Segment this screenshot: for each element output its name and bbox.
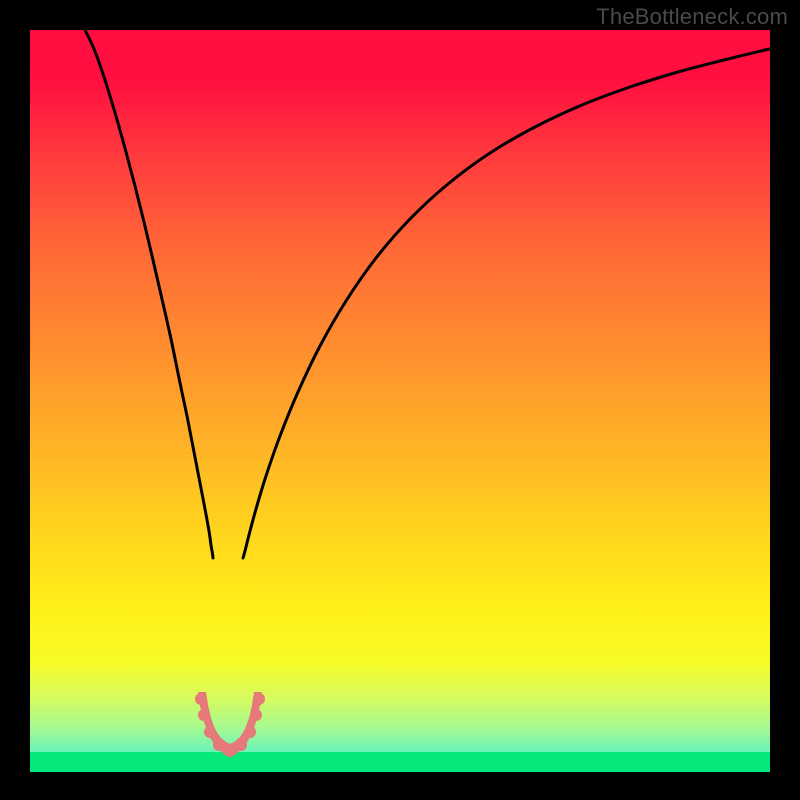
salmon-bead-2 xyxy=(204,726,216,738)
salmon-bead-5 xyxy=(235,739,247,751)
bottleneck-chart xyxy=(0,0,800,800)
salmon-bead-0 xyxy=(195,693,207,705)
salmon-bead-6 xyxy=(244,726,256,738)
salmon-bead-4 xyxy=(224,745,236,757)
plot-background xyxy=(30,30,770,772)
salmon-bead-7 xyxy=(250,709,262,721)
bottom-band xyxy=(30,752,770,772)
salmon-bead-8 xyxy=(253,693,265,705)
salmon-bead-3 xyxy=(213,739,225,751)
watermark-text: TheBottleneck.com xyxy=(596,4,788,30)
chart-container: TheBottleneck.com xyxy=(0,0,800,800)
salmon-bead-1 xyxy=(198,709,210,721)
